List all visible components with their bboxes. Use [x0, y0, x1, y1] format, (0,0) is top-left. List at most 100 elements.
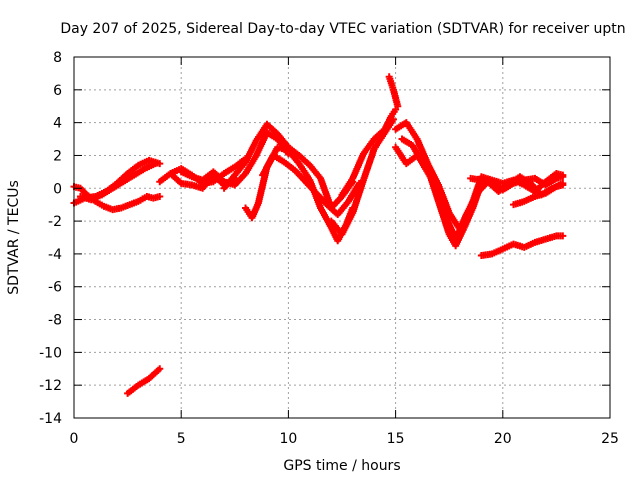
data-point-fill — [132, 166, 147, 178]
series-track-3 — [76, 160, 159, 204]
data-point-fill — [147, 366, 162, 381]
x-tick-label: 25 — [601, 431, 619, 447]
series-track-14 — [392, 119, 567, 233]
data-point-fill — [390, 88, 401, 108]
data-point-fill — [271, 153, 286, 165]
y-tick-label: -14 — [39, 411, 62, 427]
x-axis-label: GPS time / hours — [283, 458, 400, 474]
data-point-fill — [137, 157, 151, 168]
data-point-fill — [555, 182, 565, 190]
data-point-fill — [222, 164, 237, 176]
data-point-fill — [371, 130, 388, 151]
data-point-fill — [314, 191, 329, 207]
data-point-fill — [335, 199, 351, 217]
y-tick-label: -2 — [48, 214, 62, 230]
y-tick-label: -4 — [48, 247, 62, 263]
data-point-fill — [78, 186, 89, 197]
tick-labels: 0 5 10 15 20 25 -14 -12 -10 -8 -6 -4 -2 0 2 4 6 8 — [39, 50, 619, 447]
data-point-fill — [137, 194, 149, 204]
data-point-fill — [296, 162, 313, 182]
data-point-fill — [339, 176, 355, 197]
data-point-fill — [168, 171, 184, 186]
data-point-fill — [318, 206, 334, 230]
y-tick-label: 6 — [53, 83, 62, 99]
grid-lines — [74, 57, 610, 418]
data-point-fill — [243, 153, 259, 176]
series-track-4 — [124, 365, 164, 397]
data-point-fill — [544, 176, 559, 188]
data-point-fill — [94, 199, 106, 209]
chart-title: Day 207 of 2025, Sidereal Day-to-day VTE… — [60, 21, 625, 37]
data-point — [156, 365, 164, 373]
data-point-fill — [110, 179, 125, 191]
data-point-fill — [297, 153, 312, 168]
data-point-fill — [555, 170, 565, 179]
series-track-18 — [510, 181, 567, 209]
data-point — [559, 181, 567, 189]
y-tick-label: 4 — [53, 116, 62, 132]
series-track-17 — [467, 173, 567, 194]
data-point-fill — [119, 202, 132, 211]
series-track-12 — [327, 115, 397, 238]
data-point-fill — [555, 173, 565, 182]
y-tick-label: -8 — [48, 313, 62, 329]
data-point-fill — [339, 211, 356, 236]
data-point-fill — [533, 176, 548, 188]
data-series — [70, 73, 567, 397]
data-point — [156, 192, 164, 200]
data-point-fill — [361, 137, 377, 156]
x-tick-label: 20 — [494, 431, 512, 447]
data-point-fill — [265, 122, 280, 137]
data-point-fill — [329, 194, 344, 210]
data-point-fill — [360, 147, 377, 182]
data-point-fill — [128, 198, 140, 208]
data-point-fill — [490, 246, 505, 257]
y-tick-label: 0 — [53, 181, 62, 197]
data-point-fill — [243, 139, 259, 164]
data-point — [389, 115, 397, 123]
data-point-fill — [211, 169, 226, 184]
x-tick-label: 5 — [177, 431, 186, 447]
data-point-fill — [400, 136, 415, 148]
data-point-fill — [121, 172, 136, 185]
data-point-fill — [253, 130, 270, 157]
y-tick-label: -12 — [39, 378, 62, 394]
y-tick-label: 8 — [53, 50, 62, 66]
series-track-8 — [220, 120, 357, 212]
data-point — [559, 232, 567, 240]
data-point-fill — [232, 160, 248, 177]
series-track-13 — [385, 73, 402, 110]
data-point-fill — [221, 173, 237, 191]
data-point-fill — [292, 168, 308, 184]
data-point — [394, 102, 402, 110]
data-point-fill — [453, 212, 469, 241]
data-point-fill — [303, 179, 319, 196]
data-point-fill — [282, 159, 297, 173]
data-point-fill — [421, 163, 437, 185]
data-point-fill — [544, 171, 559, 184]
y-tick-label: -10 — [39, 345, 62, 361]
data-point-fill — [555, 232, 565, 240]
plot-frame — [73, 56, 611, 419]
data-point-fill — [404, 121, 420, 141]
data-point-fill — [463, 191, 480, 217]
x-tick-label: 15 — [387, 431, 405, 447]
x-tick-label: 0 — [70, 431, 79, 447]
data-point-fill — [286, 145, 301, 158]
data-point-fill — [125, 383, 140, 396]
data-point-fill — [136, 376, 151, 388]
series-track-7 — [177, 128, 292, 189]
data-point-fill — [286, 148, 302, 166]
data-point-fill — [414, 137, 431, 166]
data-point-fill — [544, 184, 559, 196]
data-point-fill — [431, 181, 448, 217]
data-point-fill — [350, 152, 367, 180]
y-tick-label: -6 — [48, 280, 62, 296]
data-point-fill — [389, 108, 398, 118]
data-point-fill — [232, 171, 248, 187]
y-axis-label: SDTVAR / TECUs — [6, 180, 22, 295]
data-point — [151, 160, 159, 168]
data-point-fill — [490, 180, 505, 193]
data-point-fill — [125, 163, 140, 176]
